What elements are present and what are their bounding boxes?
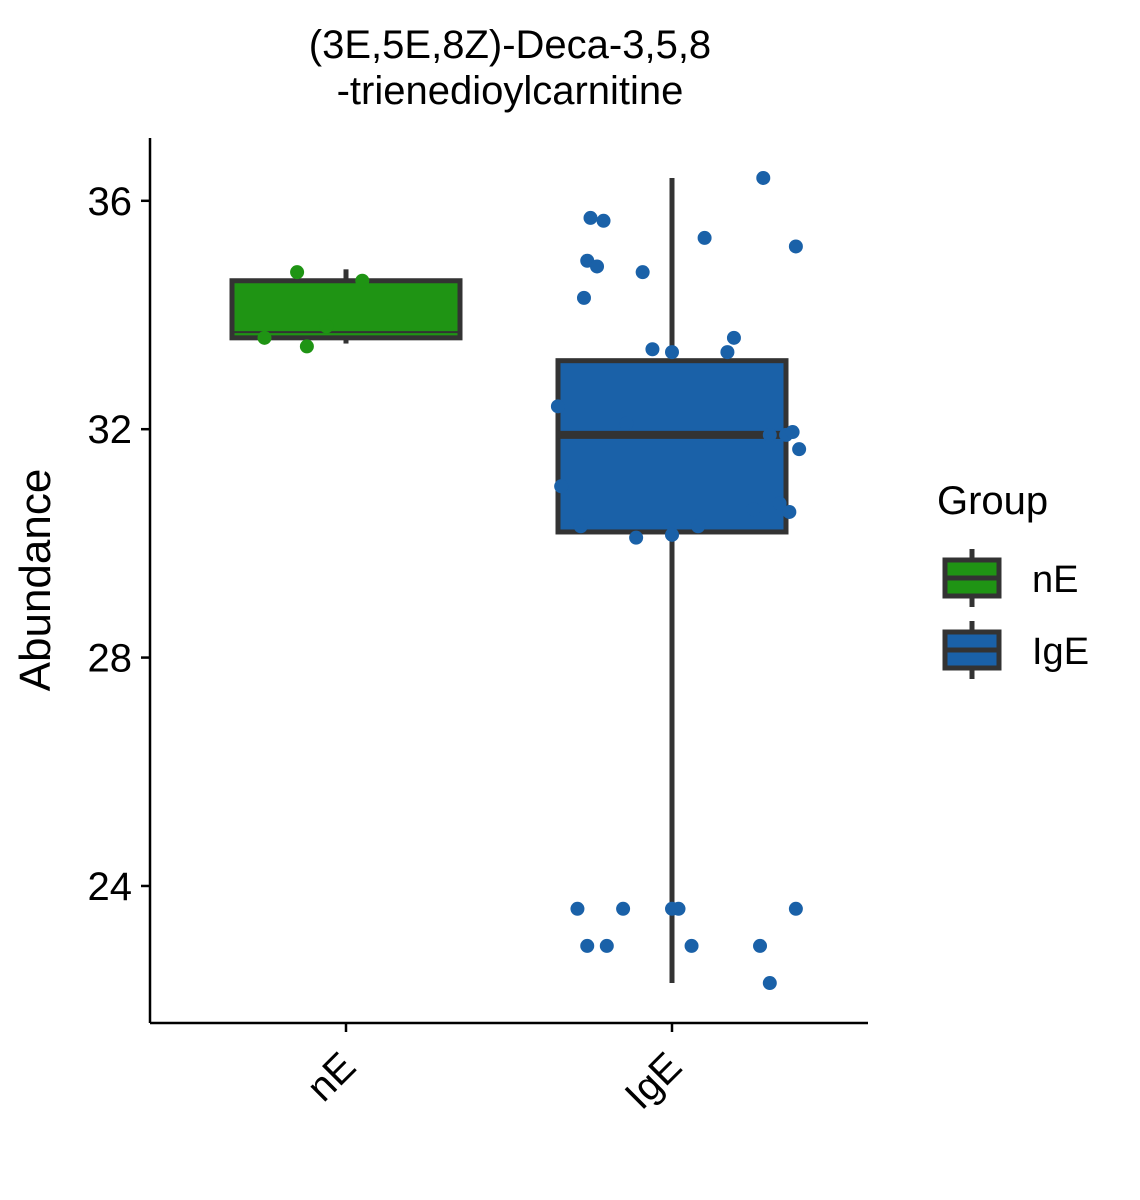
data-point-IgE xyxy=(726,330,741,345)
data-point-IgE xyxy=(785,425,800,440)
data-point-IgE xyxy=(645,342,660,357)
data-point-IgE xyxy=(550,399,565,414)
box-nE xyxy=(229,269,463,344)
data-point-IgE xyxy=(756,170,771,185)
data-point-IgE xyxy=(616,901,631,916)
data-point-IgE xyxy=(583,210,598,225)
legend-item-IgE: IgE xyxy=(942,621,1089,679)
data-point-nE xyxy=(257,330,272,345)
chart-title-line-2: -trienedioylcarnitine xyxy=(337,69,684,113)
data-point-IgE xyxy=(720,345,735,360)
data-point-IgE xyxy=(762,976,777,991)
data-point-IgE xyxy=(596,213,611,228)
legend-item-nE: nE xyxy=(942,549,1078,607)
y-tick-label: 32 xyxy=(88,408,133,452)
data-point-IgE xyxy=(697,230,712,245)
data-point-IgE xyxy=(753,938,768,953)
plot-area xyxy=(229,170,807,991)
x-tick-label: IgE xyxy=(617,1044,691,1118)
data-point-IgE xyxy=(619,416,634,431)
data-point-IgE xyxy=(782,504,797,519)
y-axis-label: Abundance xyxy=(11,469,60,692)
data-point-nE xyxy=(319,319,334,334)
chart-title: (3E,5E,8Z)-Deca-3,5,8 -trienedioylcarnit… xyxy=(309,23,711,113)
data-point-IgE xyxy=(554,479,569,494)
data-point-IgE xyxy=(570,901,585,916)
data-point-IgE xyxy=(629,530,644,545)
data-point-IgE xyxy=(691,519,706,534)
data-point-IgE xyxy=(665,345,679,360)
data-point-IgE xyxy=(576,290,591,305)
data-point-nE xyxy=(290,265,305,280)
data-point-IgE xyxy=(635,265,650,280)
data-point-IgE xyxy=(590,259,605,274)
data-point-IgE xyxy=(665,527,679,542)
data-point-IgE xyxy=(599,938,614,953)
legend-title: Group xyxy=(937,479,1048,523)
data-point-IgE xyxy=(671,901,686,916)
legend-item-label: IgE xyxy=(1032,631,1089,673)
data-point-IgE xyxy=(580,938,595,953)
data-point-IgE xyxy=(762,427,777,442)
y-tick-label: 36 xyxy=(88,180,133,224)
data-point-IgE xyxy=(788,901,803,916)
chart-title-line-1: (3E,5E,8Z)-Deca-3,5,8 xyxy=(309,23,711,67)
data-point-IgE xyxy=(746,502,761,517)
y-tick-label: 28 xyxy=(88,637,133,681)
x-tick-label: nE xyxy=(299,1044,365,1110)
box-IgE xyxy=(555,177,789,984)
data-point-IgE xyxy=(792,442,807,457)
data-point-IgE xyxy=(573,519,588,534)
data-point-IgE xyxy=(684,938,699,953)
data-point-IgE xyxy=(772,496,787,511)
legend: Group nE IgE xyxy=(937,479,1089,679)
legend-item-label: nE xyxy=(1032,559,1078,601)
axes: 24 28 32 36 nE IgE xyxy=(88,138,868,1118)
y-tick-label: 24 xyxy=(88,865,133,909)
data-point-nE xyxy=(299,339,314,354)
data-point-IgE xyxy=(788,239,803,254)
data-point-nE xyxy=(355,273,370,288)
box-body xyxy=(229,278,463,341)
